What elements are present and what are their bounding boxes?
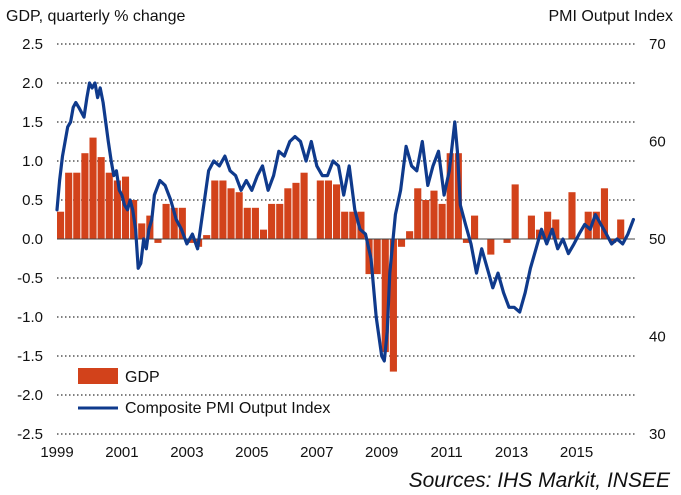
- left-axis-ticks: 2.5 2.0 1.5 1.0 0.5 0.0 -0.5 -1.0 -1.5 -2.0 -2.5: [17, 36, 43, 443]
- gdp-bar: [203, 235, 211, 239]
- x-tick-label: 2015: [560, 444, 593, 461]
- x-tick-label: 2013: [495, 444, 528, 461]
- x-tick-label: 2005: [235, 444, 268, 461]
- gdp-bar: [268, 203, 276, 239]
- gdp-bar: [389, 239, 397, 372]
- gdp-bar: [527, 215, 535, 239]
- gdp-bar: [162, 203, 170, 239]
- gdp-bar: [600, 188, 609, 239]
- legend-swatch-gdp: [78, 368, 118, 384]
- gdp-bar: [170, 207, 178, 239]
- gdp-bar: [186, 239, 195, 243]
- right-tick-label: 30: [649, 426, 666, 443]
- x-tick-label: 2001: [105, 444, 138, 461]
- gdp-bar: [65, 172, 73, 239]
- left-tick-label: -2.5: [17, 426, 43, 443]
- gdp-bar: [487, 239, 495, 255]
- left-tick-label: -0.5: [17, 270, 43, 287]
- gdp-bar: [357, 211, 365, 239]
- gdp-bar: [227, 188, 235, 239]
- right-tick-label: 50: [649, 231, 666, 248]
- right-axis-title: PMI Output Index: [548, 8, 673, 25]
- gdp-bar: [235, 192, 243, 239]
- x-tick-label: 2011: [431, 444, 463, 461]
- gdp-bar: [89, 137, 97, 239]
- gdp-bar: [584, 211, 592, 239]
- gdp-bar: [243, 207, 251, 239]
- gdp-bar: [113, 180, 121, 239]
- pmi-line-group: [55, 81, 636, 363]
- gdp-bar: [73, 172, 81, 239]
- gdp-bar: [284, 188, 292, 239]
- gdp-bar: [446, 153, 454, 239]
- source-note: Sources: IHS Markit, INSEE: [409, 469, 671, 492]
- gdp-bar: [544, 211, 552, 239]
- x-tick-label: 2007: [300, 444, 333, 461]
- left-tick-label: 0.5: [22, 192, 43, 209]
- gdp-bar: [414, 188, 422, 239]
- left-axis-title: GDP, quarterly % change: [6, 8, 185, 25]
- gdp-bar: [57, 211, 65, 239]
- gdp-bar: [341, 211, 349, 239]
- gdp-bar: [138, 223, 146, 239]
- gdp-bar: [324, 180, 333, 239]
- pmi-line: [55, 81, 636, 363]
- gdp-bar: [333, 184, 341, 239]
- left-tick-label: 0.0: [22, 231, 43, 248]
- left-tick-label: -1.0: [17, 309, 43, 326]
- x-tick-label: 1999: [40, 444, 73, 461]
- gdp-bar: [373, 239, 381, 275]
- gdp-bar: [316, 180, 324, 239]
- left-tick-label: 2.0: [22, 75, 43, 92]
- gdp-bar: [462, 239, 471, 243]
- gdp-bar: [430, 190, 438, 239]
- x-tick-label: 2009: [365, 444, 398, 461]
- gdp-bar: [251, 207, 259, 239]
- gdp-bar: [349, 211, 357, 239]
- gdp-bar: [105, 172, 113, 239]
- gdp-bar: [81, 153, 89, 239]
- gdp-bar: [438, 203, 446, 239]
- x-axis-ticks: 1999 2001 2003 2005 2007 2009 2011 2013 2015: [40, 444, 593, 461]
- left-tick-label: 1.0: [22, 153, 43, 170]
- gdp-bar: [276, 203, 284, 239]
- gdp-bar: [511, 184, 519, 239]
- gdp-bar: [292, 182, 300, 239]
- right-axis-ticks: 70 60 50 40 30: [649, 36, 666, 443]
- gdp-bar: [154, 239, 162, 243]
- gdp-bar: [503, 239, 511, 243]
- gdp-bar: [381, 239, 389, 353]
- legend-label-pmi: Composite PMI Output Index: [125, 400, 330, 417]
- left-tick-label: -1.5: [17, 348, 43, 365]
- gdp-bar: [592, 211, 600, 239]
- gdp-bar: [219, 180, 227, 239]
- gdp-bar: [97, 157, 105, 239]
- gdp-bar: [552, 219, 560, 239]
- gdp-bar: [617, 219, 625, 239]
- gdp-bar: [471, 215, 479, 239]
- gdp-bar: [397, 239, 406, 247]
- left-tick-label: 2.5: [22, 36, 43, 53]
- gdp-bar: [568, 192, 576, 239]
- gdp-bar: [178, 207, 186, 239]
- gdp-bar: [300, 172, 308, 239]
- gdp-bar: [259, 229, 268, 239]
- legend-label-gdp: GDP: [125, 369, 160, 386]
- x-tick-label: 2003: [170, 444, 203, 461]
- legend: GDP Composite PMI Output Index: [78, 368, 330, 417]
- left-tick-label: 1.5: [22, 114, 43, 131]
- right-tick-label: 70: [649, 36, 666, 53]
- left-tick-label: -2.0: [17, 387, 43, 404]
- gridlines: [57, 43, 635, 435]
- gdp-bar: [211, 180, 219, 239]
- right-tick-label: 60: [649, 134, 666, 151]
- right-tick-label: 40: [649, 329, 666, 346]
- gdp-bar: [422, 200, 430, 239]
- gdp-bar: [406, 231, 414, 239]
